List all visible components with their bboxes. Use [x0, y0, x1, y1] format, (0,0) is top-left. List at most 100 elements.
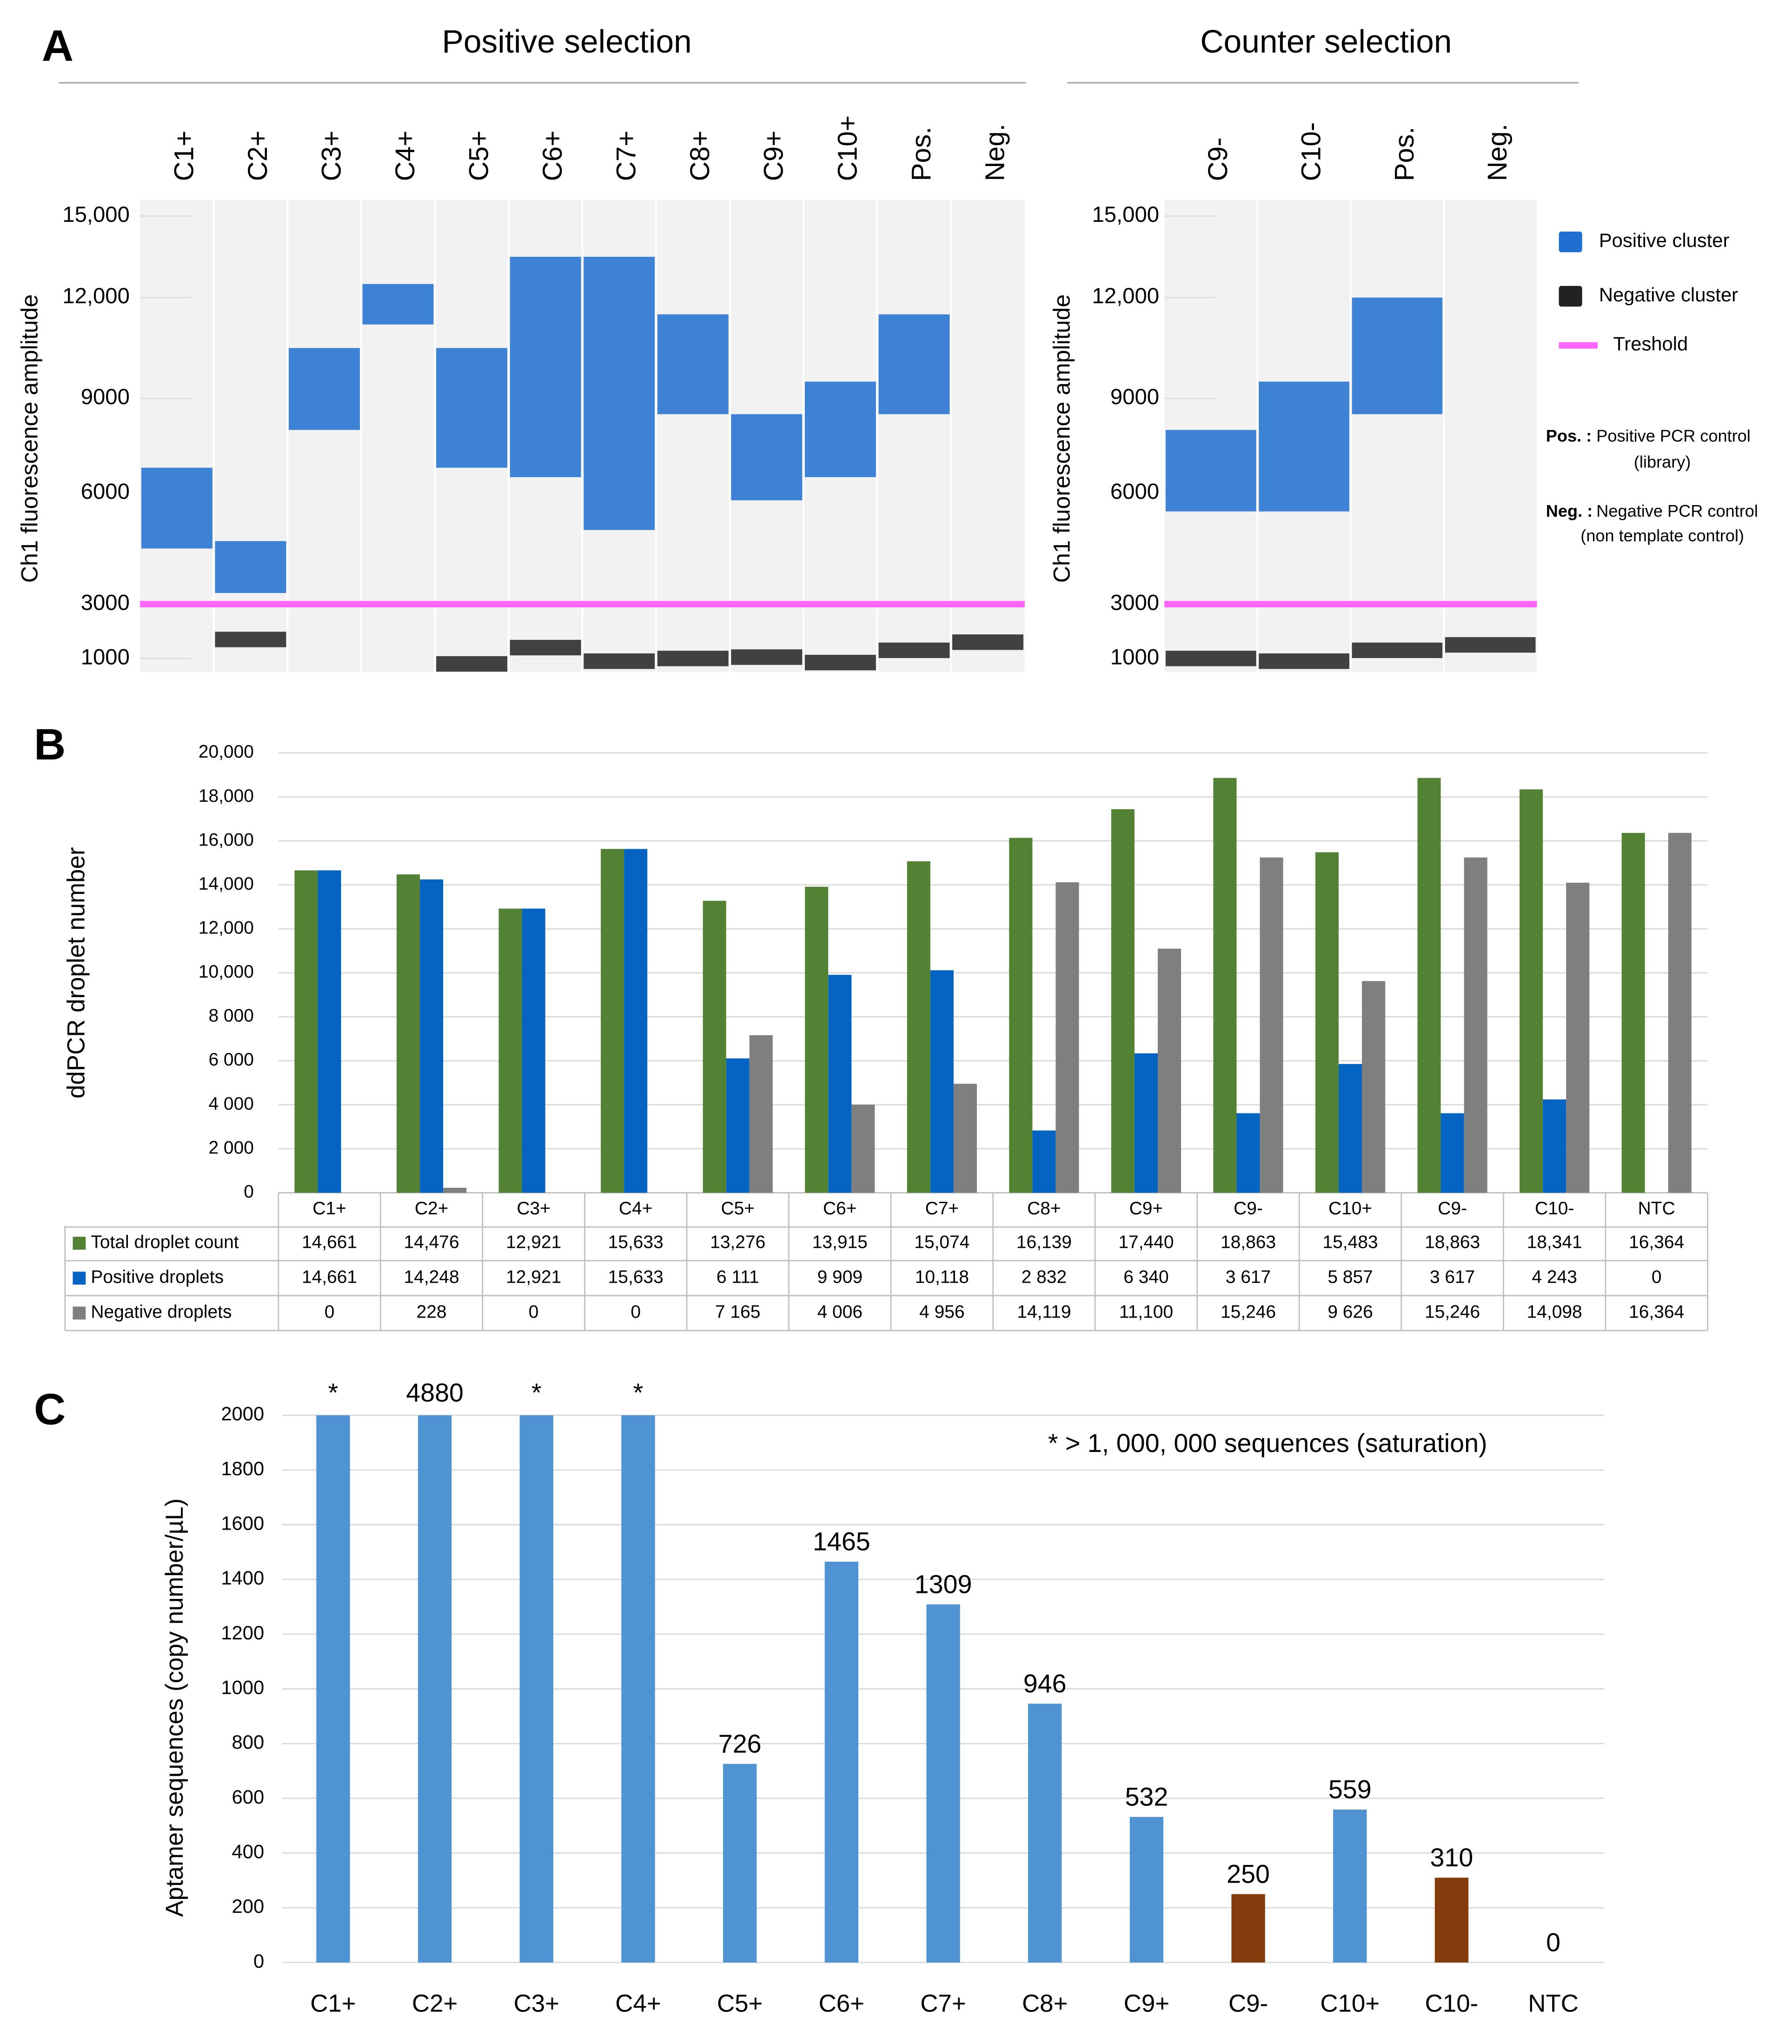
bar-group — [316, 1415, 1469, 1963]
positive-cluster — [1165, 430, 1256, 512]
legend-swatch — [1559, 286, 1582, 307]
bar — [1157, 948, 1181, 1193]
bar — [1434, 1878, 1469, 1963]
y-tick-label: 15,000 — [62, 202, 130, 227]
legend-swatch — [73, 1237, 86, 1250]
table-cell: 15,246 — [1221, 1302, 1276, 1322]
chart-title: Counter selection — [1200, 23, 1452, 60]
x-tick-label: C3+ — [316, 131, 346, 181]
x-tick-label: C4+ — [390, 131, 420, 181]
data-label: * — [531, 1378, 542, 1407]
table-cell: 4 243 — [1532, 1267, 1577, 1287]
table-cell: 2 832 — [1022, 1267, 1067, 1287]
table-cell: 16,364 — [1629, 1302, 1684, 1322]
x-tick-label: Pos. — [906, 127, 936, 181]
y-tick-label: 6 000 — [208, 1050, 253, 1070]
bar — [723, 1764, 757, 1963]
negative-cluster — [804, 654, 876, 671]
bar — [294, 870, 318, 1193]
bar — [953, 1084, 977, 1193]
legend-label: Negative cluster — [1599, 284, 1738, 306]
y-tick-label: 1000 — [81, 645, 130, 669]
bar — [926, 1604, 960, 1963]
y-tick-label: 1600 — [221, 1512, 264, 1534]
x-tick-label: C4+ — [619, 1198, 653, 1218]
x-tick-label: C8+ — [1027, 1198, 1061, 1218]
y-axis-label: Aptamer sequences (copy number/µL) — [161, 1498, 188, 1917]
negative-cluster — [657, 651, 729, 666]
table-cell: 12,921 — [506, 1267, 561, 1287]
x-tick-label: C6+ — [819, 1990, 864, 2017]
x-tick-label: C10- — [1425, 1990, 1479, 2017]
y-tick-label: 1400 — [221, 1567, 264, 1589]
y-tick-label: 6000 — [81, 479, 130, 504]
panel-label: A — [42, 21, 73, 71]
panel-label: C — [34, 1385, 66, 1434]
legend-swatch — [73, 1272, 86, 1285]
table-cell: 4 006 — [817, 1302, 863, 1322]
table-cell: 3 617 — [1226, 1267, 1271, 1287]
negative-cluster — [1259, 653, 1349, 669]
bar — [1668, 832, 1692, 1193]
x-tick-label: C1+ — [169, 131, 199, 181]
bar — [621, 1415, 655, 1963]
x-tick-label: C7+ — [925, 1198, 959, 1218]
x-tick-label: C7+ — [611, 131, 642, 181]
table-cell: 15,074 — [914, 1232, 969, 1252]
positive-cluster — [362, 284, 434, 325]
y-tick-label: 14,000 — [199, 874, 254, 894]
x-tick-label: C1+ — [312, 1198, 346, 1218]
x-tick-label: C9- — [1228, 1990, 1268, 2017]
y-tick-label: 1000 — [221, 1676, 264, 1698]
y-tick-label: 9000 — [81, 385, 130, 409]
data-label: * — [633, 1378, 644, 1407]
negative-cluster — [436, 656, 508, 672]
bar — [930, 970, 954, 1193]
panel-label: B — [34, 720, 66, 769]
bar — [396, 874, 420, 1193]
bar — [1134, 1053, 1158, 1193]
table-cell: 10,118 — [915, 1267, 969, 1287]
bar — [624, 849, 648, 1193]
table-cell: 0 — [631, 1302, 641, 1322]
bar — [1231, 1894, 1265, 1963]
bar — [805, 886, 829, 1193]
legend-label: Negative droplets — [91, 1302, 232, 1322]
x-tick-label: C1+ — [310, 1990, 356, 2017]
negative-cluster — [510, 639, 581, 656]
bar — [601, 849, 624, 1193]
y-axis-label: ddPCR droplet number — [63, 847, 90, 1099]
bar — [1417, 778, 1441, 1193]
bar — [1333, 1809, 1367, 1963]
bar — [443, 1187, 467, 1193]
table-cell: 4 956 — [919, 1302, 964, 1322]
y-tick-label: 1000 — [1110, 645, 1159, 669]
note-key: Pos. : — [1546, 426, 1592, 446]
table-cell: 14,661 — [302, 1232, 357, 1252]
x-tick-label: C10+ — [1320, 1990, 1380, 2017]
bar — [522, 908, 545, 1193]
bar — [1543, 1099, 1566, 1193]
x-tick-label: C9- — [1203, 137, 1233, 181]
table-cell: 6 111 — [717, 1267, 759, 1287]
table-cell: 6 340 — [1123, 1267, 1168, 1287]
bar — [316, 1415, 350, 1963]
data-label: 0 — [1546, 1928, 1560, 1957]
bar — [828, 975, 852, 1193]
x-tick-label: C10+ — [832, 115, 863, 181]
bar — [824, 1561, 859, 1963]
bar — [1260, 857, 1283, 1193]
legend-label: Total droplet count — [91, 1232, 239, 1252]
table-cell: 14,661 — [302, 1267, 357, 1287]
x-tick-label: C8+ — [685, 131, 715, 181]
table-cell: 14,119 — [1017, 1302, 1071, 1322]
data-label: 4880 — [406, 1378, 464, 1407]
note-text: (library) — [1634, 452, 1691, 471]
y-axis-label: Ch1 fluorescence amplitude — [17, 294, 43, 583]
bar — [1213, 778, 1237, 1193]
x-tick-label: C5+ — [464, 131, 494, 181]
x-tick-label: C2+ — [415, 1198, 449, 1218]
negative-cluster — [215, 632, 286, 647]
table-cell: 9 909 — [817, 1267, 863, 1287]
